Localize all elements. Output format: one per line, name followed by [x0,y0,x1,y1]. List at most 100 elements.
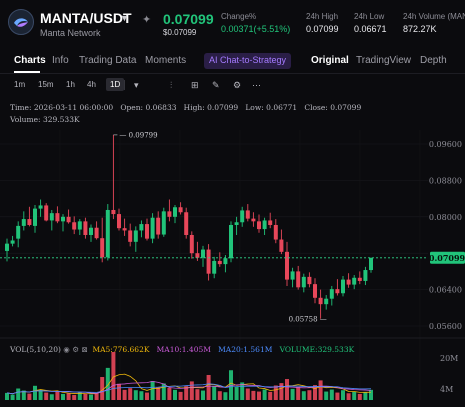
volume-bar [33,385,37,400]
interval-15m[interactable]: 15m [38,80,54,89]
tab-info[interactable]: Info [52,55,69,66]
candle-body [38,205,43,209]
tab-tradingview[interactable]: TradingView [356,55,412,66]
dropdown-chevron-icon[interactable]: ▾ [134,80,139,90]
volume-bar [245,388,250,400]
volume-bar [234,386,239,400]
volume-bar [77,392,82,400]
volume-bar [21,390,26,400]
volume-bar [72,394,77,400]
volume-bar [145,392,149,400]
ma20-value: MA20:1.561M [218,345,273,354]
volume-bar [55,391,60,400]
interval-4h[interactable]: 4h [87,80,96,89]
volume-bar [61,393,65,400]
candle-body [77,221,82,230]
volume-bar [329,389,334,400]
candle-body [357,277,362,281]
high-annotation: — 0.09799 [119,131,157,139]
tab-depth[interactable]: Depth [420,55,447,66]
candle-body [273,224,278,240]
network-name: Manta Network [40,28,101,38]
interval-1m[interactable]: 1m [14,80,26,89]
volume-bar [100,377,105,400]
volume-bar [139,391,144,400]
candle-body [329,289,334,299]
low-value: 0.06771 [266,103,298,112]
candle-body [16,225,21,239]
volume-bar [49,394,54,400]
candle-body [105,209,110,258]
candle-body [139,224,144,231]
candlestick-chart[interactable]: 0.09600 0.08800 0.08000 0.06400 0.05600 0.070… [0,96,465,407]
low-annotation: 0.05758 — [289,316,327,324]
volume-bar [66,393,71,400]
volume-bar [206,374,211,400]
candle-body [251,218,256,222]
volume-bar [38,389,43,400]
volume-bar [262,389,267,400]
interval-1h[interactable]: 1h [66,80,75,89]
ma5-value: MA5:776.662K [92,345,150,354]
indicators-icon[interactable]: ⊞ [191,80,199,90]
last-price: 0.07099 [163,11,214,27]
pair-dropdown-icon[interactable]: ▼ [120,13,129,23]
volume-bar [27,393,32,400]
volume-bar [346,393,351,400]
tab-original[interactable]: Original [311,55,349,66]
stat-low-value: 0.06671 [354,24,387,34]
eye-icon[interactable]: ◉ [63,345,70,354]
candle-body [262,220,267,230]
volume-bar [341,390,345,400]
high-label: High: [183,103,205,112]
pair-title[interactable]: MANTA/USDT [40,10,132,26]
candles [5,134,373,319]
open-value: 0.06833 [145,103,177,112]
candle-body [268,220,273,225]
more-icon[interactable]: ⋯ [252,80,261,90]
volume-bar [369,389,373,400]
settings-small-icon[interactable]: ⚙ [72,345,79,354]
tab-trading-data[interactable]: Trading Data [79,55,137,66]
candle-type-icon[interactable]: ⫶ [170,80,173,90]
stat-change-value: 0.00371(+5.51%) [221,24,291,34]
volume-bar [268,391,273,400]
close-small-icon[interactable]: ⊠ [81,345,88,354]
stat-change-label: Change% [221,12,257,21]
settings-icon[interactable]: ⚙ [233,80,242,90]
volume-bar [10,394,15,400]
favorite-star-icon[interactable]: ✦ [142,14,152,26]
ai-chat-button[interactable]: AI Chat-to-Strategy [204,53,292,69]
candle-body [212,260,217,274]
candle-body [335,289,340,294]
candle-body [117,214,121,229]
volume-bar [161,383,166,400]
volume-bar [189,381,194,400]
volume-ma-lines [6,373,372,395]
volume-bar [318,380,323,400]
candle-body [346,279,351,285]
candle-body [49,213,54,221]
candle-body [27,219,32,225]
candle-body [341,279,345,294]
volume-bar [363,392,368,400]
candle-body [178,207,183,213]
volume-bar [313,385,317,400]
volume-bar [117,383,121,400]
last-price-usd: $0.07099 [163,28,197,37]
current-price-tag [430,251,465,264]
stat-high-value: 0.07099 [306,24,339,34]
candle-body [44,205,49,221]
volume-bar [83,393,88,400]
candle-body [313,284,317,298]
volume-bar [184,386,189,400]
ohlc-readout: Time: 2026-03-11 06:00:00 Open: 0.06833 … [10,103,361,112]
interval-1d[interactable]: 1D [106,78,125,91]
candle-body [5,243,9,251]
tab-moments[interactable]: Moments [145,55,187,66]
volume-bar [5,392,9,400]
price-tick-label: 0.05600 [429,322,462,331]
stat-low-label: 24h Low [354,12,385,21]
draw-tools-icon[interactable]: ✎ [212,80,220,90]
tab-charts[interactable]: Charts [14,55,46,66]
